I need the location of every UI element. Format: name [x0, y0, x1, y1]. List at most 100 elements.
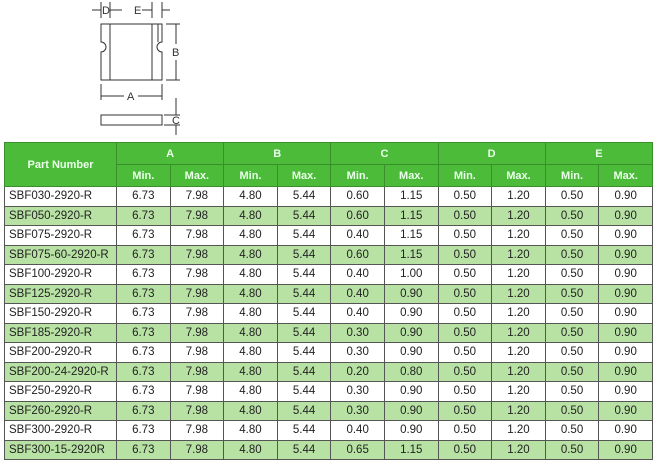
label-a: A — [127, 91, 135, 103]
value-cell: 5.44 — [276, 186, 332, 207]
value-cell: 1.20 — [491, 303, 546, 324]
value-cell: 0.50 — [544, 361, 600, 382]
value-cell: 7.98 — [169, 205, 225, 226]
value-cell: 0.50 — [544, 244, 600, 265]
value-cell: 5.44 — [276, 361, 332, 382]
value-cell: 0.50 — [437, 205, 493, 226]
value-cell: 0.90 — [598, 264, 653, 285]
value-cell: 6.73 — [116, 342, 171, 363]
value-cell: 6.73 — [116, 244, 171, 265]
part-number-cell: SBF200-2920-R — [4, 342, 117, 363]
value-cell: 0.90 — [383, 283, 439, 304]
value-cell: 7.98 — [169, 283, 225, 304]
value-cell: 7.98 — [169, 342, 225, 363]
table-row: SBF200-24-2920-R 6.73 7.98 4.80 5.44 0.20 0.80… — [4, 361, 653, 382]
value-cell: 7.98 — [169, 264, 225, 285]
part-number-cell: SBF125-2920-R — [4, 283, 117, 304]
value-cell: 6.73 — [116, 439, 171, 460]
value-cell: 1.15 — [383, 205, 439, 226]
value-cell: 5.44 — [276, 381, 332, 402]
header-group-a: A — [115, 142, 225, 165]
label-e: E — [134, 5, 141, 17]
value-cell: 0.90 — [598, 283, 653, 304]
value-cell: 6.73 — [116, 361, 171, 382]
value-cell: 6.73 — [116, 381, 171, 402]
value-cell: 1.15 — [383, 225, 439, 246]
value-cell: 1.20 — [491, 381, 546, 402]
value-cell: 1.20 — [491, 361, 546, 382]
value-cell: 0.50 — [544, 303, 600, 324]
value-cell: 1.20 — [491, 283, 546, 304]
table-row: SBF250-2920-R 6.73 7.98 4.80 5.44 0.30 0.90 0.5… — [4, 381, 653, 402]
part-number-cell: SBF100-2920-R — [4, 264, 117, 285]
value-cell: 4.80 — [223, 244, 278, 265]
value-cell: 0.50 — [437, 400, 493, 421]
value-cell: 0.60 — [330, 244, 385, 265]
value-cell: 0.90 — [383, 322, 439, 343]
value-cell: 1.20 — [491, 225, 546, 246]
value-cell: 0.50 — [437, 225, 493, 246]
table-row: SBF075-2920-R 6.73 7.98 4.80 5.44 0.40 1.15 0.5… — [4, 225, 653, 246]
value-cell: 0.90 — [598, 322, 653, 343]
value-cell: 6.73 — [116, 283, 171, 304]
table-row: SBF100-2920-R 6.73 7.98 4.80 5.44 0.40 1.00 0.5… — [4, 264, 653, 285]
value-cell: 0.50 — [544, 342, 600, 363]
table-row: SBF300-2920-R 6.73 7.98 4.80 5.44 0.40 0.90 0.5… — [4, 420, 653, 441]
part-number-cell: SBF075-2920-R — [4, 225, 117, 246]
label-b: B — [172, 47, 179, 59]
value-cell: 0.20 — [330, 361, 385, 382]
table-row: SBF300-15-2920R 6.73 7.98 4.80 5.44 0.65 1.15 0… — [4, 439, 653, 460]
value-cell: 0.50 — [437, 420, 493, 441]
value-cell: 0.40 — [330, 420, 385, 441]
label-d: D — [102, 5, 110, 17]
label-c: C — [172, 115, 180, 127]
value-cell: 7.98 — [169, 361, 225, 382]
value-cell: 5.44 — [276, 342, 332, 363]
value-cell: 0.30 — [330, 342, 385, 363]
value-cell: 0.40 — [330, 225, 385, 246]
value-cell: 0.90 — [598, 205, 653, 226]
value-cell: 0.90 — [598, 186, 653, 207]
part-number-cell: SBF250-2920-R — [4, 381, 117, 402]
value-cell: 0.90 — [383, 303, 439, 324]
value-cell: 1.20 — [491, 244, 546, 265]
value-cell: 0.90 — [383, 342, 439, 363]
value-cell: 1.20 — [491, 186, 546, 207]
value-cell: 6.73 — [116, 400, 171, 421]
value-cell: 5.44 — [276, 205, 332, 226]
part-number-cell: SBF300-15-2920R — [4, 439, 117, 460]
value-cell: 0.50 — [544, 381, 600, 402]
table-row: SBF185-2920-R 6.73 7.98 4.80 5.44 0.30 0.90 0.5… — [4, 322, 653, 343]
value-cell: 0.60 — [330, 186, 385, 207]
value-cell: 4.80 — [223, 439, 278, 460]
value-cell: 0.50 — [544, 322, 600, 343]
value-cell: 1.00 — [383, 264, 439, 285]
value-cell: 5.44 — [276, 303, 332, 324]
value-cell: 0.65 — [330, 439, 385, 460]
value-cell: 7.98 — [169, 303, 225, 324]
value-cell: 7.98 — [169, 225, 225, 246]
value-cell: 4.80 — [223, 264, 278, 285]
value-cell: 4.80 — [223, 342, 278, 363]
value-cell: 0.40 — [330, 283, 385, 304]
header-max: Max. — [276, 164, 332, 187]
value-cell: 0.50 — [544, 439, 600, 460]
header-max: Max. — [169, 164, 225, 187]
header-min: Min. — [223, 164, 278, 187]
value-cell: 7.98 — [169, 186, 225, 207]
value-cell: 1.15 — [383, 244, 439, 265]
value-cell: 5.44 — [276, 244, 332, 265]
part-number-cell: SBF075-60-2920-R — [4, 244, 117, 265]
value-cell: 1.20 — [491, 322, 546, 343]
value-cell: 0.50 — [437, 439, 493, 460]
value-cell: 0.50 — [437, 264, 493, 285]
value-cell: 0.40 — [330, 264, 385, 285]
value-cell: 4.80 — [223, 225, 278, 246]
value-cell: 0.50 — [437, 283, 493, 304]
table-row: SBF050-2920-R 6.73 7.98 4.80 5.44 0.60 1.15 0.5… — [4, 205, 653, 226]
value-cell: 0.30 — [330, 322, 385, 343]
value-cell: 7.98 — [169, 439, 225, 460]
value-cell: 4.80 — [223, 420, 278, 441]
value-cell: 6.73 — [116, 303, 171, 324]
value-cell: 5.44 — [276, 322, 332, 343]
